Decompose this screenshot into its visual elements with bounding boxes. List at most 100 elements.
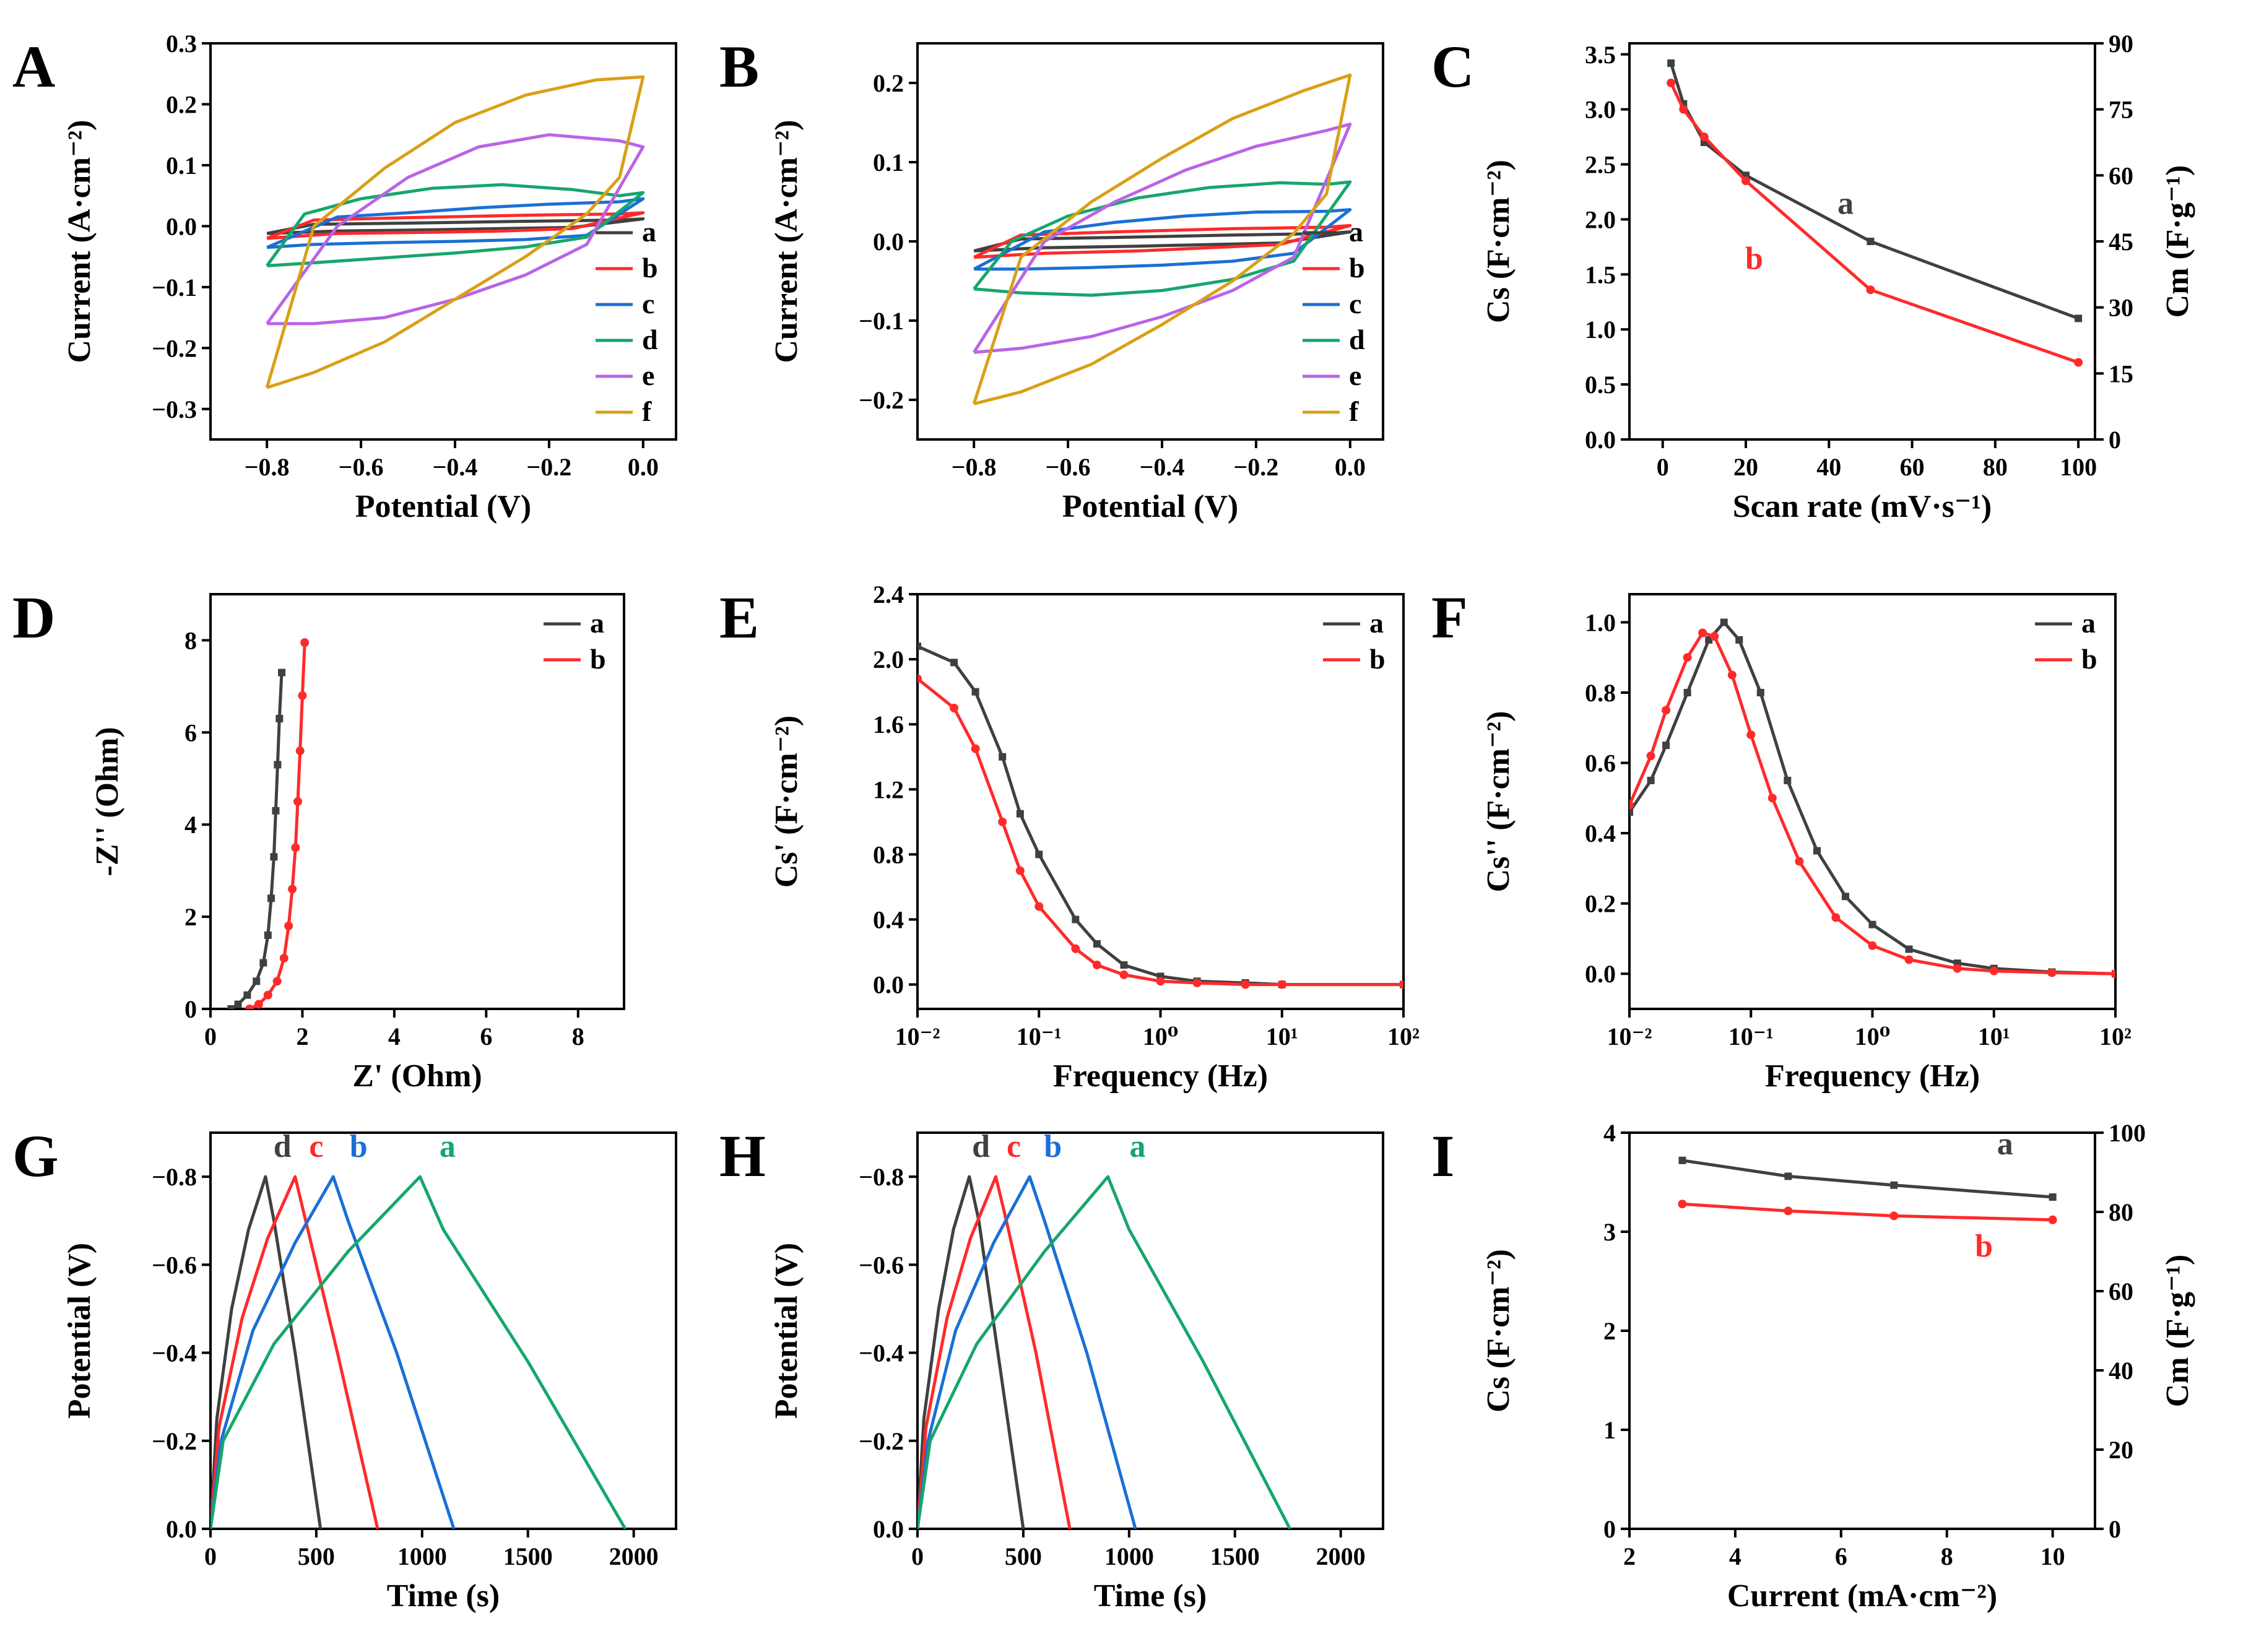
y-right-axis-label: Cm (F·g⁻¹) xyxy=(2160,165,2195,318)
legend-label-b: b xyxy=(642,252,658,283)
y-tick-label: 1.5 xyxy=(1585,261,1616,288)
legend-label-b: b xyxy=(1369,643,1386,675)
legend-label-b: b xyxy=(1349,252,1365,283)
x-tick-label: 0 xyxy=(204,1542,217,1570)
legend-label-b: b xyxy=(590,643,606,675)
y-right-tick-label: 20 xyxy=(2109,1436,2133,1464)
y-tick-label: 0.4 xyxy=(873,906,904,933)
data-point xyxy=(1119,970,1129,979)
panel-h: 0 500 1000 1500 2000 0.0 −0.2 −0.4 −0.6 −0.8 Time … xyxy=(719,1123,1384,1614)
data-point xyxy=(272,977,282,986)
data-point xyxy=(1784,1206,1793,1216)
data-point xyxy=(1399,980,1403,989)
panel-letter: E xyxy=(719,584,759,651)
y-right-tick-label: 40 xyxy=(2109,1357,2133,1385)
x-tick-label: −0.8 xyxy=(952,453,997,481)
x-tick-label: 10 xyxy=(2041,1542,2065,1570)
y-tick-label: 0.0 xyxy=(873,971,904,999)
x-tick-label: 2000 xyxy=(1316,1542,1366,1570)
y-tick-label: −0.2 xyxy=(859,386,904,414)
x-axis-label: Current (mA·cm⁻²) xyxy=(1727,1578,1997,1614)
data-point xyxy=(1662,742,1670,750)
plot-frame xyxy=(916,1131,1384,1530)
data-point xyxy=(950,659,958,667)
y-tick-label: 0.0 xyxy=(1585,426,1616,454)
x-tick-label: 2 xyxy=(1623,1542,1636,1570)
series-line-b xyxy=(917,1175,1137,1529)
data-point xyxy=(917,674,922,683)
legend-label-a: a xyxy=(642,216,656,248)
y-tick-label: 0.8 xyxy=(873,841,904,868)
x-tick-label: 0.0 xyxy=(628,453,659,481)
legend-label-b: b xyxy=(2081,643,2097,675)
x-tick-label: 4 xyxy=(388,1023,401,1050)
y-tick-label: 0.5 xyxy=(1585,371,1616,399)
x-tick-label: 2000 xyxy=(609,1542,659,1570)
x-axis-label: Frequency (Hz) xyxy=(1053,1058,1268,1094)
data-point xyxy=(1699,132,1709,142)
x-axis-label: Scan rate (mV·s⁻¹) xyxy=(1733,489,1992,524)
y-axis-label: Cs (F·cm⁻²) xyxy=(1481,1249,1516,1412)
x-tick-label: 0 xyxy=(204,1023,217,1050)
series-group xyxy=(227,638,310,1009)
y-tick-label: 0.0 xyxy=(873,228,904,256)
annotation-b: b xyxy=(1745,241,1763,276)
x-axis-label: Time (s) xyxy=(387,1578,500,1614)
legend: ab xyxy=(1323,607,1386,675)
data-point xyxy=(1741,176,1750,186)
panel-letter: D xyxy=(12,584,55,651)
panel-letter: G xyxy=(12,1123,59,1189)
x-tick-label: 10² xyxy=(1387,1023,1420,1050)
y-right-tick-label: 60 xyxy=(2109,162,2133,189)
data-point xyxy=(1868,920,1876,928)
y-tick-label: 2 xyxy=(184,903,197,931)
x-axis-label: Z' (Ohm) xyxy=(352,1058,482,1094)
data-point xyxy=(1767,794,1777,803)
panel-letter: I xyxy=(1431,1123,1454,1189)
y-right-tick-label: 100 xyxy=(2109,1119,2146,1147)
y-right-tick-label: 30 xyxy=(2109,294,2133,322)
data-point xyxy=(259,959,267,967)
legend-label-a: a xyxy=(2081,607,2096,639)
data-point xyxy=(1629,808,1633,816)
series-line-c xyxy=(210,1175,380,1529)
data-point xyxy=(1277,980,1286,989)
data-point xyxy=(288,884,297,894)
data-point xyxy=(1015,866,1025,875)
y-tick-label: 0.4 xyxy=(1585,820,1616,847)
series-line-e xyxy=(266,133,645,326)
data-point xyxy=(1890,1181,1898,1189)
series-line-c xyxy=(266,197,645,249)
data-point xyxy=(998,817,1007,826)
series-line-d xyxy=(917,1175,1025,1529)
data-point xyxy=(1667,59,1675,67)
x-tick-label: 10² xyxy=(2099,1023,2132,1050)
series-group xyxy=(1667,59,2083,367)
x-tick-label: −0.6 xyxy=(1046,453,1091,481)
series-group xyxy=(1678,1156,2057,1224)
data-point xyxy=(1071,944,1080,953)
data-point xyxy=(1683,688,1691,696)
annotation-b: b xyxy=(350,1129,368,1164)
x-tick-label: −0.4 xyxy=(433,453,478,481)
series-group xyxy=(917,1175,1291,1529)
series-line-b xyxy=(973,223,1352,259)
series-line-d xyxy=(266,183,645,267)
series-group xyxy=(265,75,645,389)
x-tick-label: 0.0 xyxy=(1335,453,1366,481)
y-tick-label: 3 xyxy=(1603,1218,1616,1246)
y-tick-label: 2.0 xyxy=(873,646,904,673)
series-group xyxy=(210,1175,627,1529)
panel-f: 10⁻² 10⁻¹ 10⁰ 10¹ 10² 0.0 0.2 0.4 0.6 0.8 1.0 Frequ… xyxy=(1431,584,2132,1094)
series-line-a xyxy=(917,644,1403,987)
panel-letter: A xyxy=(12,33,55,100)
data-point xyxy=(1192,978,1202,987)
y-tick-label: −0.2 xyxy=(152,334,197,362)
x-tick-label: 60 xyxy=(1900,453,1925,481)
data-point xyxy=(1813,847,1821,855)
y-axis-label: Potential (V) xyxy=(62,1243,97,1419)
y-tick-label: 2.0 xyxy=(1585,205,1616,233)
series-line-a xyxy=(917,1175,1291,1529)
data-point xyxy=(999,753,1007,761)
